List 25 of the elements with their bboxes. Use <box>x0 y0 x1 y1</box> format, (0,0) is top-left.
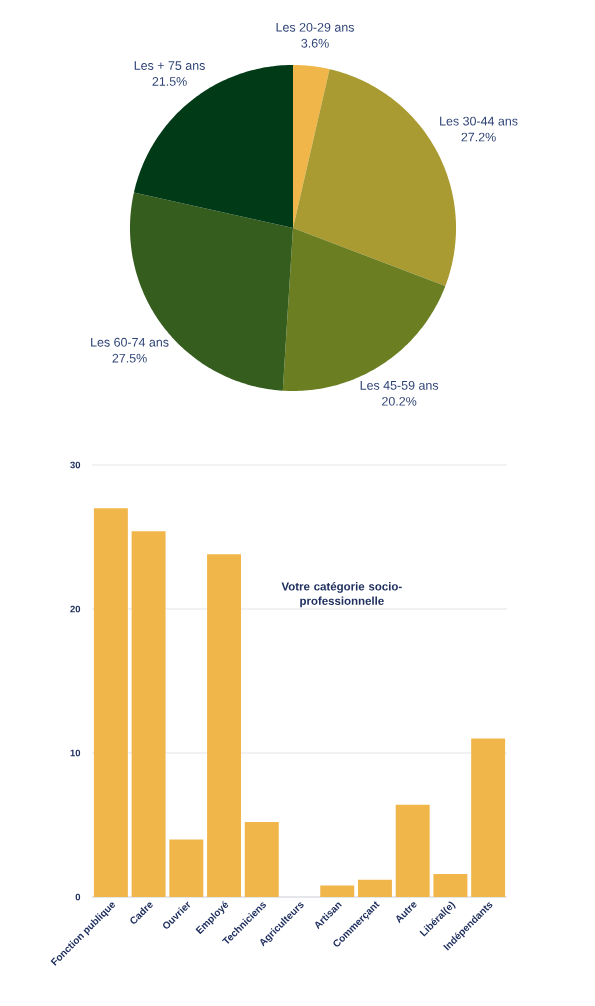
bar <box>93 508 128 897</box>
data-label: 27.5% <box>112 353 147 363</box>
y-tick-label: 30 <box>70 461 81 469</box>
slice-label: Les 20-29 ans <box>276 22 355 32</box>
bar <box>471 738 506 897</box>
bar <box>357 879 392 897</box>
text: Votre catégorie socio-professionnelle <box>281 581 402 608</box>
slice-label: Les + 75 ans <box>134 61 205 70</box>
slice-label: Les 60-74 ans <box>91 337 169 347</box>
bar <box>169 839 204 897</box>
y-tick-label: 0 <box>75 893 81 901</box>
bar <box>395 804 430 897</box>
data-label: 21.5% <box>152 77 187 86</box>
bar <box>207 554 242 897</box>
data-label: 27.2% <box>461 132 496 142</box>
bar <box>244 822 279 897</box>
slice-label: Les 45-59 ans <box>360 380 439 390</box>
bar <box>320 885 355 897</box>
bar <box>433 873 468 897</box>
slice-label: Les 30-44 ans <box>440 116 518 126</box>
y-tick-label: 20 <box>70 605 81 613</box>
data-label: 3.6% <box>301 38 329 48</box>
bar <box>131 531 166 897</box>
data-label: 20.2% <box>382 396 417 406</box>
y-tick-label: 10 <box>70 749 81 757</box>
